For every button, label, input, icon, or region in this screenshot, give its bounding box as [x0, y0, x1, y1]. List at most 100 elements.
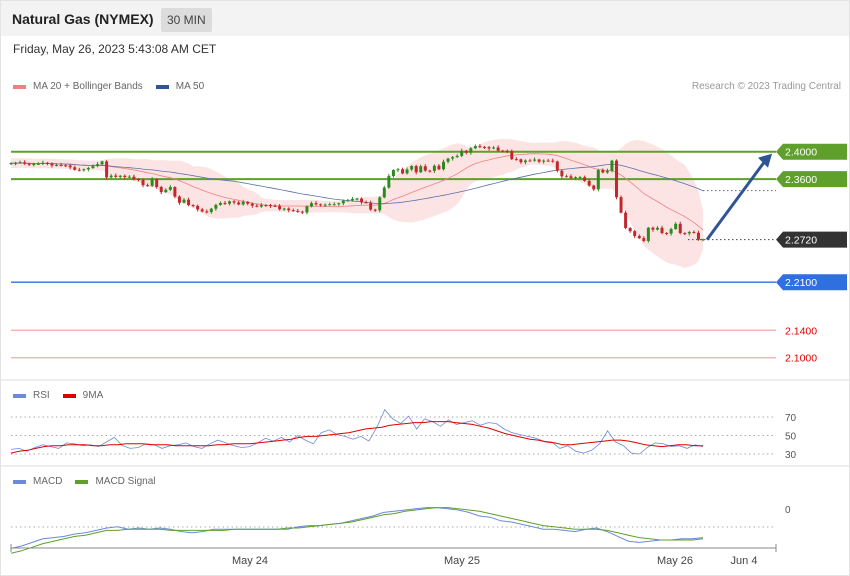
candle-body	[646, 227, 650, 241]
candle-body	[300, 211, 304, 213]
candle-body	[109, 175, 113, 178]
candle-body	[346, 200, 350, 202]
candles	[9, 144, 705, 243]
candle-body	[73, 167, 77, 170]
candle-body	[437, 165, 441, 170]
candle-body	[96, 164, 99, 167]
candle-body	[164, 189, 168, 193]
candle-body	[410, 165, 414, 170]
candle-body	[77, 169, 81, 171]
candle-body	[678, 223, 682, 234]
candle-body	[642, 238, 646, 241]
candle-body	[282, 208, 286, 210]
rsi-tick-70: 70	[785, 413, 797, 424]
level-tag-2-3600	[776, 171, 847, 188]
candle-body	[624, 212, 628, 229]
rsi-tick-30: 30	[785, 450, 797, 461]
candle-body	[168, 187, 172, 190]
candle-body	[223, 203, 227, 205]
candle-body	[510, 151, 514, 160]
candle-body	[373, 209, 377, 211]
candle-body	[378, 197, 382, 211]
rsi-ma-legend-swatch	[62, 393, 76, 398]
candle-body	[578, 177, 582, 179]
candle-body	[246, 201, 250, 204]
x-tick-label: May 26	[657, 555, 693, 567]
candle-body	[18, 162, 22, 164]
timeframe-badge[interactable]: 30 MIN	[161, 8, 212, 32]
candle-body	[537, 159, 541, 162]
price-legend: MA 20 + Bollinger Bands MA 50	[13, 81, 204, 92]
candle-body	[574, 177, 578, 179]
candle-body	[528, 160, 532, 162]
macd-legend: MACD MACD Signal	[13, 476, 155, 487]
candle-body	[291, 210, 295, 212]
candle-body	[628, 228, 632, 232]
level-label-2-2720: 2.2720	[785, 235, 817, 247]
rsi-legend-swatch	[13, 393, 26, 398]
candle-body	[674, 223, 678, 230]
candle-body	[150, 179, 154, 186]
level-label-2-1400: 2.1400	[785, 325, 817, 337]
candle-body	[319, 204, 323, 206]
candle-body	[205, 211, 209, 213]
candle-body	[651, 227, 655, 230]
instrument-title: Natural Gas (NYMEX)	[12, 11, 154, 27]
candle-body	[633, 231, 637, 237]
candle-body	[82, 169, 86, 171]
candle-body	[505, 150, 509, 152]
candle-body	[309, 203, 313, 207]
candle-body	[264, 205, 268, 207]
candle-body	[569, 176, 573, 179]
copyright-text: Research © 2023 Trading Central	[691, 81, 841, 92]
ma20-line	[11, 153, 704, 231]
candle-body	[314, 203, 318, 205]
x-tick-label: Jun 4	[731, 555, 758, 567]
candle-body	[250, 203, 254, 206]
candle-body	[127, 176, 131, 178]
candle-body	[177, 196, 181, 203]
candle-body	[232, 201, 236, 203]
candle-body	[55, 164, 59, 166]
level-tag-2-4000	[776, 143, 847, 160]
candle-body	[496, 147, 500, 151]
candle-body	[687, 232, 691, 234]
candle-body	[442, 161, 445, 170]
candle-body	[237, 202, 241, 205]
candle-body	[187, 199, 191, 206]
candle-body	[391, 170, 395, 177]
candle-body	[655, 227, 659, 230]
candle-body	[405, 169, 409, 174]
ma50-legend-label: MA 50	[175, 81, 205, 92]
candle-body	[665, 233, 669, 235]
candle-body	[414, 165, 418, 173]
candle-body	[364, 202, 368, 204]
level-label-2-3600: 2.3600	[785, 174, 817, 186]
projection-arrow-head	[758, 153, 772, 168]
candle-body	[228, 201, 232, 204]
candle-body	[396, 169, 400, 171]
candle-body	[478, 146, 482, 148]
candle-body	[91, 166, 95, 169]
candle-body	[592, 185, 596, 190]
candle-body	[387, 176, 391, 188]
rsi-legend: RSI 9MA	[13, 390, 103, 401]
candle-body	[555, 161, 559, 171]
candle-body	[660, 227, 664, 234]
candle-body	[341, 200, 345, 204]
candle-body	[159, 187, 163, 193]
rsi-series-9ma	[10, 421, 703, 454]
candle-body	[132, 176, 136, 180]
candle-body	[560, 170, 564, 177]
candle-body	[86, 168, 90, 170]
candle-body	[196, 205, 200, 210]
macd-tick-0: 0	[785, 505, 791, 516]
rsi-tick-50: 50	[785, 432, 797, 443]
candle-body	[514, 159, 518, 161]
candle-body	[692, 232, 696, 234]
candle-body	[337, 203, 341, 205]
candle-body	[278, 206, 282, 210]
candle-body	[683, 233, 687, 235]
candle-body	[136, 179, 140, 181]
